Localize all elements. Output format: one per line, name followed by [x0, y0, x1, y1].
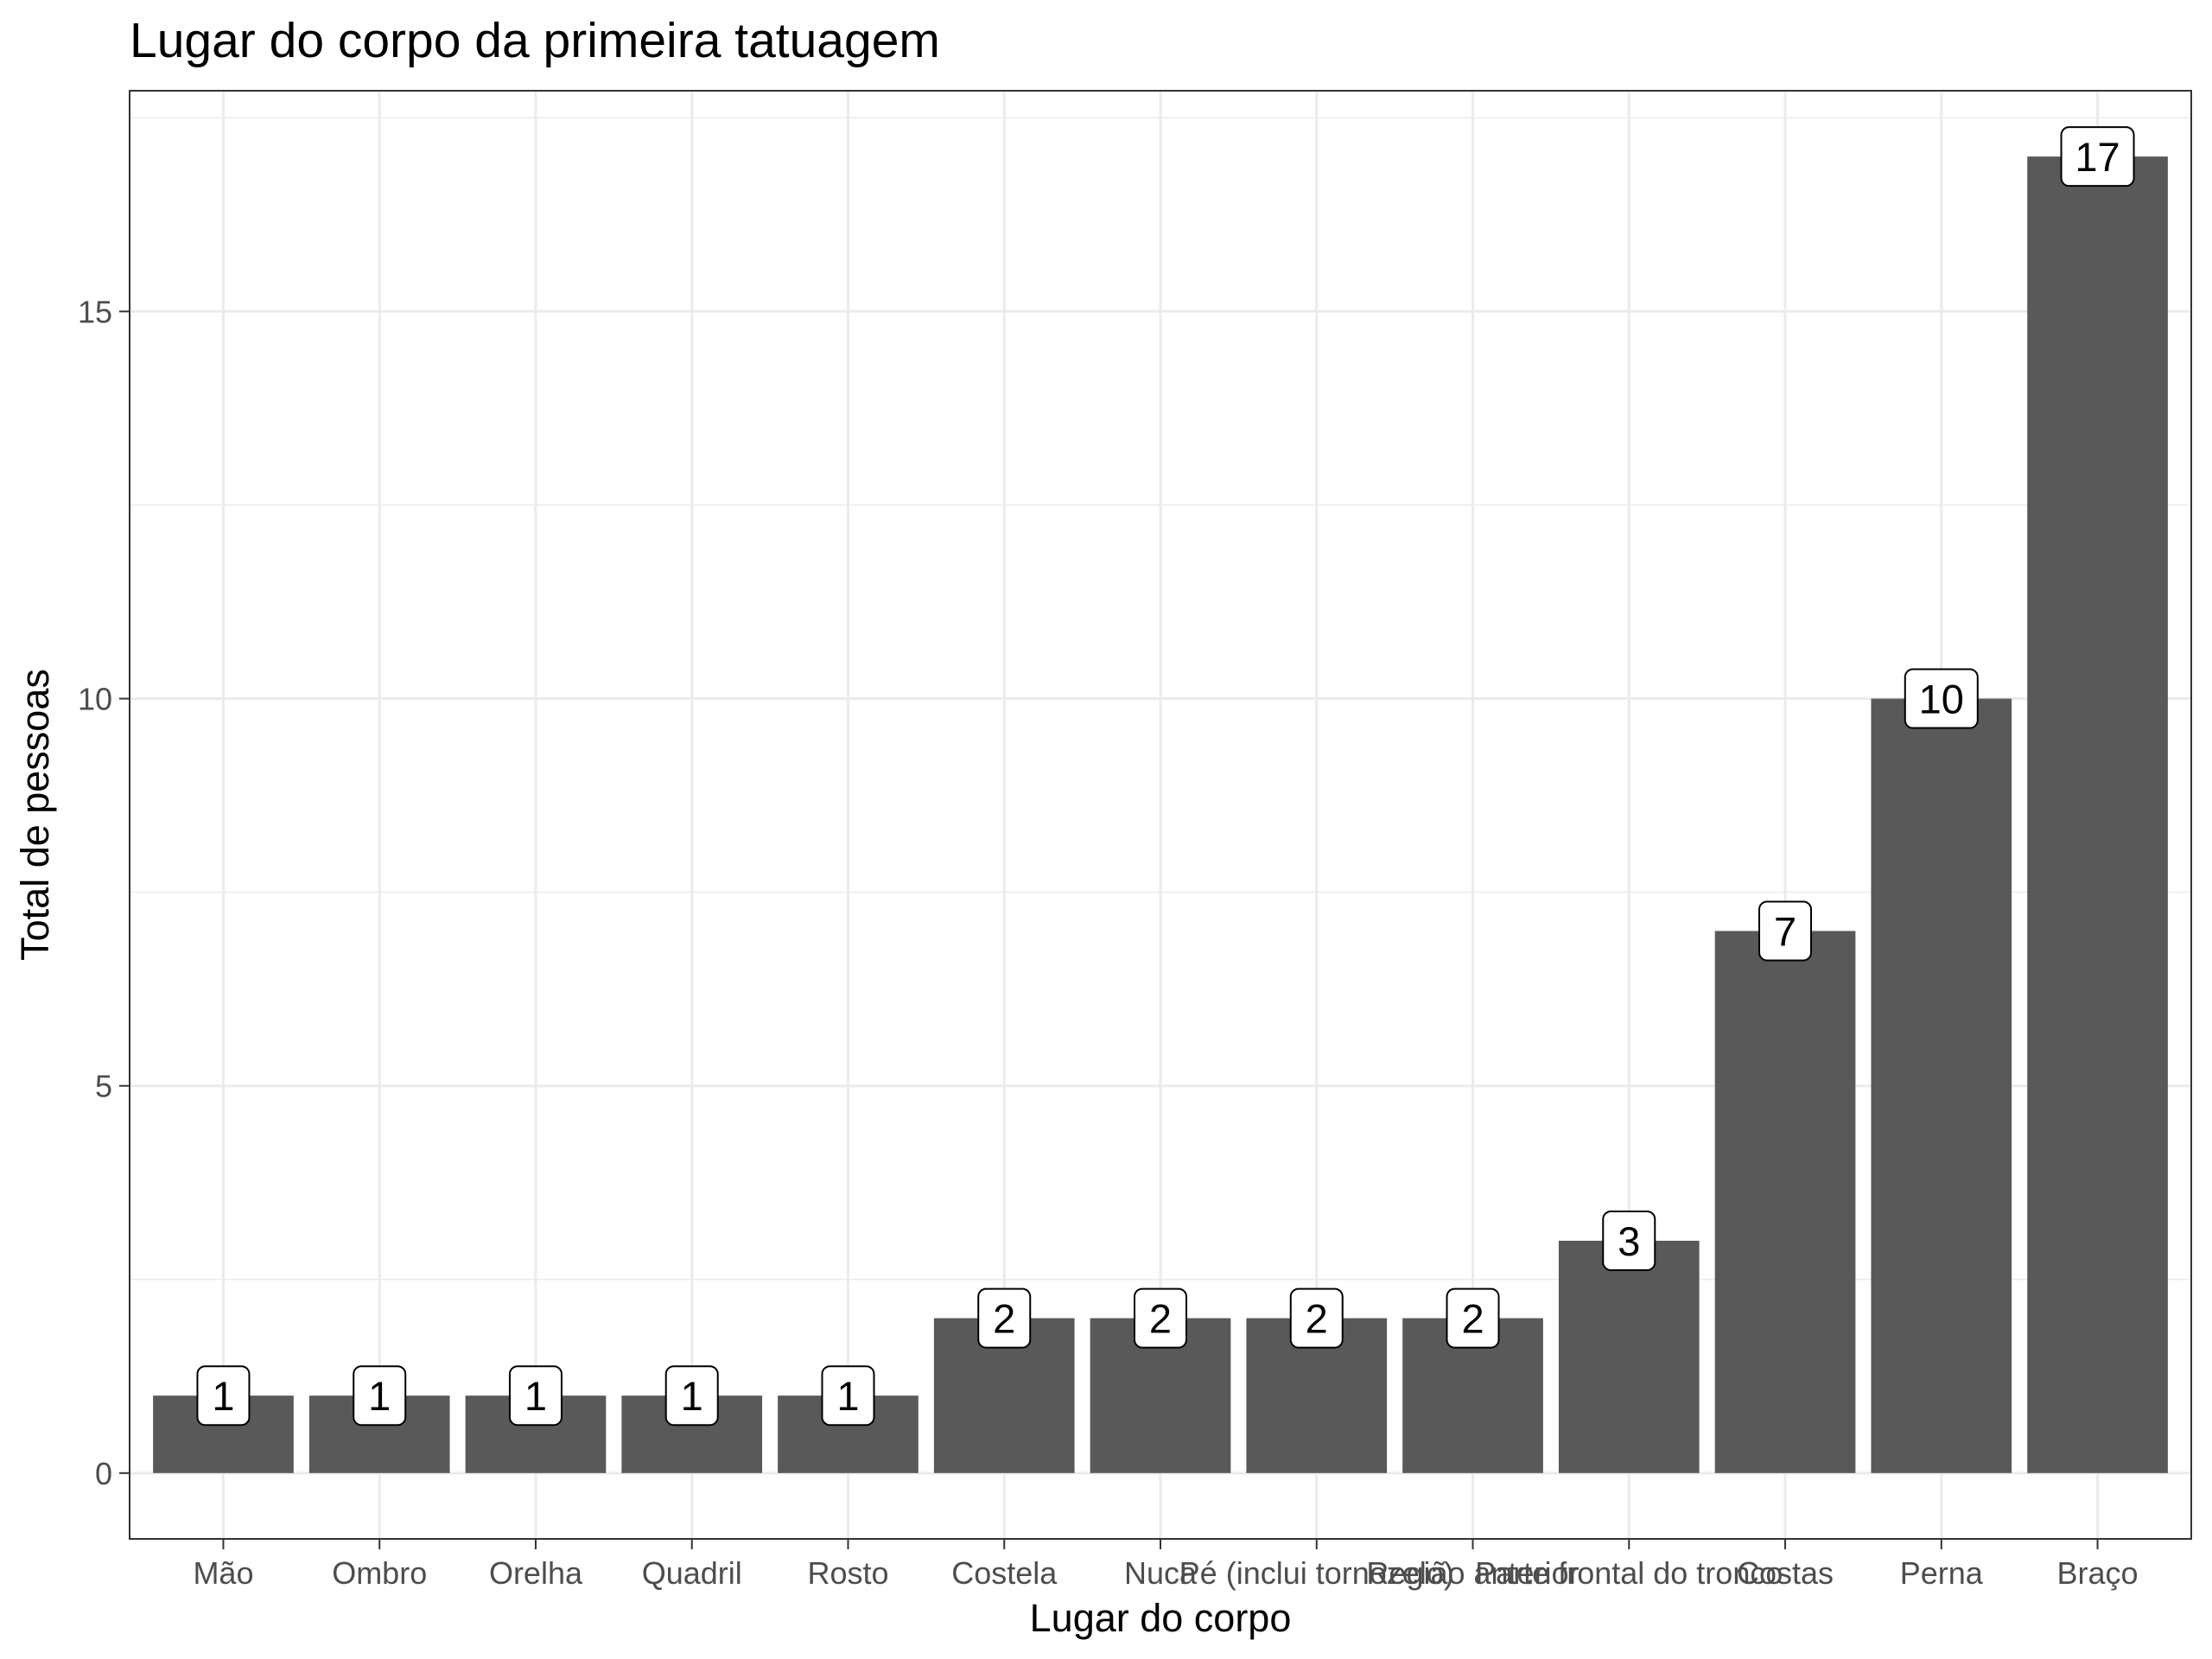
- data-label-text: 2: [1461, 1296, 1484, 1342]
- data-label: 1: [821, 1365, 875, 1427]
- data-label: 1: [664, 1365, 719, 1427]
- x-tick-label: Rosto: [807, 1555, 888, 1591]
- data-label-text: 1: [368, 1373, 391, 1419]
- data-label-box: [196, 1365, 251, 1427]
- data-label: 17: [2060, 126, 2135, 188]
- data-label: 2: [1446, 1287, 1500, 1349]
- data-label-box: [821, 1365, 875, 1427]
- y-tick-label: 0: [95, 1456, 112, 1491]
- x-tick-label: Costas: [1737, 1555, 1834, 1591]
- bar: [1714, 931, 1856, 1473]
- x-axis-title: Lugar do corpo: [1030, 1596, 1292, 1640]
- x-tick-label: Braço: [2057, 1555, 2139, 1591]
- bar: [2027, 156, 2168, 1473]
- data-label: 2: [1289, 1287, 1344, 1349]
- data-label-text: 17: [2075, 134, 2120, 180]
- data-label-box: [1134, 1287, 1187, 1349]
- data-label-text: 7: [1774, 908, 1796, 954]
- data-label-text: 2: [1149, 1296, 1172, 1342]
- x-tick-label: Pé (inclui tornozelo): [1179, 1555, 1454, 1591]
- data-label: 1: [196, 1365, 251, 1427]
- data-label-box: [1289, 1287, 1344, 1349]
- data-label-box: [977, 1287, 1032, 1349]
- x-tick-label: Região anterior: [1366, 1555, 1579, 1591]
- bar: [1871, 698, 2012, 1473]
- data-label-box: [353, 1365, 407, 1427]
- data-labels: 1 1 1 1 1 2 2 2 2 3 7 10 17: [196, 126, 2135, 1427]
- x-tick-label: Nuca: [1124, 1555, 1198, 1591]
- data-label: 10: [1904, 668, 1979, 729]
- bars: [153, 156, 2168, 1473]
- x-tick-label: Orelha: [489, 1555, 583, 1591]
- data-label: 2: [1134, 1287, 1187, 1349]
- data-label-text: 2: [1306, 1296, 1328, 1342]
- data-label: 3: [1602, 1210, 1656, 1271]
- data-label-text: 3: [1618, 1218, 1640, 1264]
- data-label-box: [1904, 668, 1979, 729]
- data-label-text: 1: [836, 1373, 859, 1419]
- x-tick-label: Costela: [951, 1555, 1058, 1591]
- data-label: 1: [508, 1365, 563, 1427]
- x-tick-label: Quadril: [642, 1555, 742, 1591]
- chart-title: Lugar do corpo da primeira tatuagem: [130, 13, 940, 68]
- data-label-box: [2060, 126, 2135, 188]
- data-label: 7: [1758, 900, 1813, 962]
- y-axis: 0 5 10 15: [78, 294, 130, 1491]
- y-tick-label: 5: [95, 1069, 112, 1104]
- x-tick-label: Ombro: [332, 1555, 427, 1591]
- data-label: 2: [977, 1287, 1032, 1349]
- x-tick-label: Mão: [193, 1555, 253, 1591]
- data-label-text: 1: [681, 1373, 703, 1419]
- y-tick-label: 10: [78, 682, 112, 717]
- x-tick-label: Parte frontal do tronco: [1475, 1555, 1783, 1591]
- y-tick-label: 15: [78, 294, 112, 329]
- data-label-text: 1: [212, 1373, 234, 1419]
- data-label-text: 1: [524, 1373, 547, 1419]
- x-axis: Mão Ombro Orelha Quadril Rosto Costela NucaPé …: [193, 1539, 2139, 1591]
- data-label-box: [1758, 900, 1813, 962]
- data-label-text: 2: [993, 1296, 1015, 1342]
- bar: [1558, 1240, 1700, 1473]
- data-label-box: [508, 1365, 563, 1427]
- data-label-box: [1602, 1210, 1656, 1271]
- x-tick-label: Perna: [1900, 1555, 1984, 1591]
- data-label-text: 10: [1919, 677, 1964, 722]
- data-label-box: [1446, 1287, 1500, 1349]
- data-label-box: [664, 1365, 719, 1427]
- data-label: 1: [353, 1365, 407, 1427]
- y-axis-title: Total de pessoas: [13, 669, 57, 961]
